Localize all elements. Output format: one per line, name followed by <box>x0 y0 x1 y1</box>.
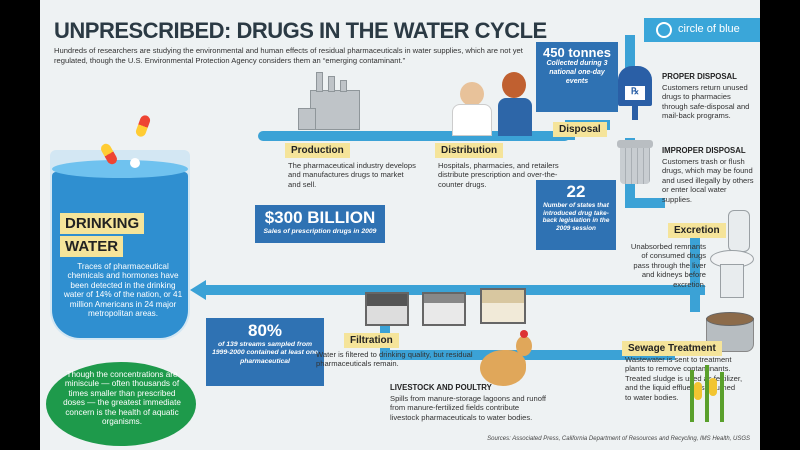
rx-sign-icon: ℞ <box>625 86 645 100</box>
disposal-label: Disposal <box>553 122 607 137</box>
water-label: WATER <box>60 236 124 257</box>
chicken-icon <box>480 350 526 386</box>
excretion-text: Unabsorbed remnants of consumed drugs pa… <box>630 242 706 289</box>
corn-icon <box>690 370 694 422</box>
intro-text: Hundreds of researchers are studying the… <box>54 46 523 65</box>
chicken-head <box>516 336 532 356</box>
corn-cob <box>709 378 717 396</box>
improper-disposal-text: Customers trash or flush drugs, which ma… <box>662 157 754 204</box>
improper-disposal-heading: IMPROPER DISPOSAL <box>662 146 746 155</box>
circle-logo-icon <box>656 22 672 38</box>
sewage-text: Wastewater is sent to treatment plants t… <box>625 355 743 402</box>
distribution-text: Hospitals, pharmacies, and retailers dis… <box>438 161 559 189</box>
states-caption: Number of states that introduced drug ta… <box>542 202 610 233</box>
pipe-lower <box>380 350 675 360</box>
arrow-left-icon <box>190 280 206 300</box>
filtration-text: Water is filtered to drinking quality, b… <box>316 350 473 369</box>
trash-can-icon <box>620 148 650 184</box>
pipe-top <box>258 131 570 141</box>
infographic: UNPRESCRIBED: DRUGS IN THE WATER CYCLE H… <box>40 0 760 450</box>
toilet-base <box>720 264 744 298</box>
corn-icon <box>720 372 724 422</box>
tablet-icon <box>130 158 140 168</box>
concern-text: Though the concentrations are miniscule … <box>63 370 181 427</box>
livestock-text: Spills from manure-storage lagoons and r… <box>390 394 547 422</box>
mailbox-post <box>632 106 638 120</box>
tonnes-value: 450 tonnes <box>543 45 611 60</box>
corn-cob <box>694 382 702 400</box>
distribution-label: Distribution <box>435 143 504 158</box>
filter-tank-icon <box>365 292 409 326</box>
filtration-label: Filtration <box>344 333 399 348</box>
pill-icon <box>134 113 152 139</box>
sales-box: $300 BILLION Sales of prescription drugs… <box>255 205 385 243</box>
production-text: The pharmaceutical industry develops and… <box>288 161 416 189</box>
chimney <box>316 72 323 92</box>
page-title: UNPRESCRIBED: DRUGS IN THE WATER CYCLE <box>54 18 547 43</box>
sales-caption: Sales of prescription drugs in 2009 <box>263 228 377 235</box>
pharmacist-coat <box>452 104 492 136</box>
sales-value: $300 BILLION <box>264 208 376 227</box>
concern-bubble <box>46 362 196 446</box>
brand-logo: circle of blue <box>644 18 760 42</box>
sewage-surface <box>706 312 754 326</box>
sources: Sources: Associated Press, California De… <box>487 436 750 442</box>
filter-tank-icon <box>480 288 526 324</box>
factory-wing <box>298 108 316 130</box>
pipe-excretion-down <box>690 232 700 312</box>
livestock-heading: LIVESTOCK AND POULTRY <box>390 383 492 392</box>
pipe-lower-up <box>380 292 390 360</box>
pipe-to-excretion <box>625 198 665 208</box>
chimney <box>328 76 335 92</box>
pipe-middle <box>205 285 705 295</box>
drinking-label: DRINKING <box>60 213 145 234</box>
production-label: Production <box>285 143 350 158</box>
tonnes-box: 450 tonnes Collected during 3 national o… <box>536 42 618 112</box>
toilet-icon <box>728 210 750 252</box>
streams-value: 80% <box>247 321 283 340</box>
excretion-label: Excretion <box>668 223 726 238</box>
chicken-comb <box>520 330 528 338</box>
chimney <box>340 80 347 92</box>
brand-name: circle of blue <box>678 23 740 35</box>
corn-icon <box>705 365 709 422</box>
customer-body <box>498 98 532 136</box>
trash-lid <box>617 140 653 148</box>
streams-box: 80% of 139 streams sampled from 1999-200… <box>206 318 324 386</box>
proper-disposal-text: Customers return unused drugs to pharmac… <box>662 83 750 121</box>
tonnes-caption: Collected during 3 national one-day even… <box>546 60 608 85</box>
streams-caption: of 139 streams sampled from 1999-2000 co… <box>212 341 318 365</box>
states-box: 22 Number of states that introduced drug… <box>536 180 616 250</box>
sewage-label: Sewage Treatment <box>622 341 722 356</box>
states-value: 22 <box>566 182 586 201</box>
drinking-water-text: Traces of pharmaceutical chemicals and h… <box>63 262 183 319</box>
water-surface <box>52 160 188 178</box>
pharmacist-icon <box>460 82 484 106</box>
filter-tank-icon <box>422 292 466 326</box>
customer-icon <box>502 72 526 98</box>
factory-icon <box>310 90 360 130</box>
proper-disposal-heading: PROPER DISPOSAL <box>662 72 737 81</box>
